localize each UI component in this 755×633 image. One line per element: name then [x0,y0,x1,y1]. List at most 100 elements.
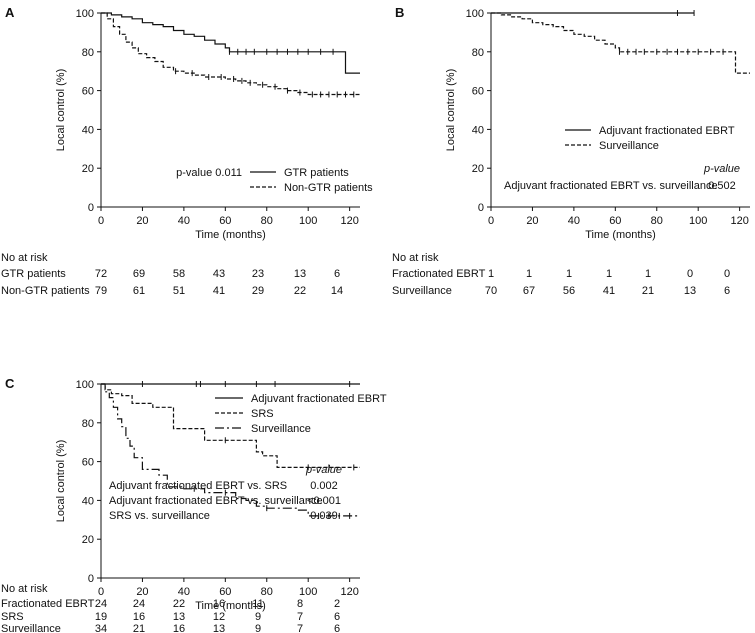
panel-b-y-tick-label: 80 [472,47,484,59]
panel-c-legend-label: SRS [251,408,274,420]
panel-c-y-tick-label: 80 [82,418,94,430]
panel-c-risk-value: 11 [252,598,263,610]
panel-c-risk-title: No at risk [1,583,48,595]
panel-c-comparison-label: SRS vs. surveillance [109,510,210,522]
panel-a-pvalue-text: p-value 0.011 [176,167,242,179]
panel-b-risk-value: 21 [642,285,654,297]
panel-a-risk-value: 6 [334,268,340,280]
panel-b-y-tick-label: 40 [472,124,484,136]
panel-c-x-tick-label: 0 [98,586,104,598]
panel-b-x-tick-label: 60 [609,215,621,227]
panel-c-comparison-pvalue: 0.002 [310,480,338,492]
panel-b-series-2-line [491,12,750,74]
panel-b-risk-value: 1 [645,268,651,280]
panel-c-y-tick-label: 40 [82,495,94,507]
panel-c-series-2-line [101,383,360,468]
panel-c-legend-label: Adjuvant fractionated EBRT [251,393,387,405]
panel-b-pvalue-header: p-value [703,163,740,175]
panel-a-risk-value: 23 [252,268,264,280]
panel-b-y-label: Local control (%) [445,69,457,152]
panel-b-risk-title: No at risk [392,252,439,264]
panel-b-letter: B [395,5,404,20]
panel-a-y-tick-label: 20 [82,163,94,175]
panel-c-x-label: Time (months) [195,600,266,612]
panel-c-risk-value: 12 [213,611,225,623]
panel-a-risk-value: 58 [173,268,185,280]
panel-b-risk-value: 6 [724,285,730,297]
panel-c-comparison-label: Adjuvant fractionated EBRT vs. SRS [109,480,287,492]
panel-c-series-3-line [101,383,360,517]
panel-c-legend-label: Surveillance [251,423,311,435]
panel-a-y-tick-label: 0 [88,202,94,214]
panel-a-x-tick-label: 40 [178,215,190,227]
panel-a-risk-table: No at risk GTR patients 72 69 58 43 23 13 6 Non-G… [1,252,343,297]
panel-b-risk-value: 0 [724,268,730,280]
panel-a-x-tick-label: 60 [219,215,231,227]
panel-c-risk-value: 16 [213,598,225,610]
panel-a-risk-value: 22 [294,285,306,297]
panel-c-risk-value: 16 [173,623,185,633]
panel-a-risk-value: 79 [95,285,107,297]
panel-c-risk-value: 6 [334,611,340,623]
panel-a-y-tick-label: 80 [82,47,94,59]
panel-c-risk-value: 34 [95,623,107,633]
panel-b-comparison-pvalue: 0.502 [708,180,736,192]
panel-c-y-tick-label: 60 [82,457,94,469]
panel-a-letter: A [5,5,15,20]
panel-a-x-label: Time (months) [195,229,266,241]
panel-b-risk-value: 1 [488,268,494,280]
panel-a-x-tick-label: 100 [299,215,317,227]
panel-a-risk-value: 61 [133,285,145,297]
panel-c-x-tick-label: 120 [340,586,358,598]
panel-c-risk-value: 16 [133,611,145,623]
panel-c-risk-row-label: Surveillance [1,623,61,633]
panel-b-legend-label: Surveillance [599,140,659,152]
panel-c-risk-value: 13 [213,623,225,633]
panel-b-y-tick-label: 100 [466,8,484,20]
panel-c-risk-row-label: SRS [1,611,24,623]
panel-a-x-tick-label: 0 [98,215,104,227]
panel-a-risk-value: 14 [331,285,343,297]
panel-b-risk-row-label: Fractionated EBRT [392,268,486,280]
panel-a-risk-title: No at risk [1,252,48,264]
panel-c-y-tick-label: 0 [88,573,94,585]
panel-b-x-tick-label: 20 [526,215,538,227]
panel-c-x-tick-label: 20 [136,586,148,598]
panel-c-risk-value: 9 [255,611,261,623]
panel-c-risk-value: 22 [173,598,185,610]
panel-c-x-tick-label: 80 [261,586,273,598]
panel-a-x-tick-label: 20 [136,215,148,227]
panel-a-risk-value: 29 [252,285,264,297]
panel-a-group: A 0 20 40 60 80 100 0 20 40 60 80 100 120 Time (months… [5,5,373,241]
panel-b-risk-value: 1 [526,268,532,280]
panel-a-risk-value: 41 [213,285,225,297]
panel-c-risk-value: 9 [255,623,261,633]
panel-c-risk-value: 6 [334,623,340,633]
panel-b-risk-row-label: Surveillance [392,285,452,297]
panel-c-risk-value: 19 [95,611,107,623]
panel-a-risk-value: 13 [294,268,306,280]
panel-b-legend-label: Adjuvant fractionated EBRT [599,125,735,137]
panel-c-comparison-pvalue: 0.039 [310,510,338,522]
panel-c-y-tick-label: 100 [76,379,94,391]
panel-a-series-1-line [101,12,360,74]
panel-b-x-tick-label: 100 [689,215,707,227]
panel-b-risk-value: 13 [684,285,696,297]
panel-c-comparison-pvalue: <0.001 [307,495,341,507]
panel-b-risk-value: 56 [563,285,575,297]
panel-c-pvalue-header: p-value [305,464,342,476]
panel-c-risk-value: 2 [334,598,340,610]
panel-c-risk-row-label: Fractionated EBRT [1,598,95,610]
panel-b-group: B 0 20 40 60 80 100 0 20 40 60 80 100 120 Time (months… [395,5,750,241]
panel-a-risk-row-label: Non-GTR patients [1,285,90,297]
panel-c-risk-value: 7 [297,611,303,623]
panel-c-risk-value: 24 [95,598,107,610]
panel-c-y-tick-label: 20 [82,534,94,546]
panel-c-group: C 0 20 40 60 80 100 0 20 40 60 80 100 120 Time (months… [5,376,387,612]
panel-c-x-tick-label: 100 [299,586,317,598]
panel-c-y-label: Local control (%) [55,440,67,523]
panel-c-risk-value: 8 [297,598,303,610]
panel-b-risk-value: 1 [606,268,612,280]
